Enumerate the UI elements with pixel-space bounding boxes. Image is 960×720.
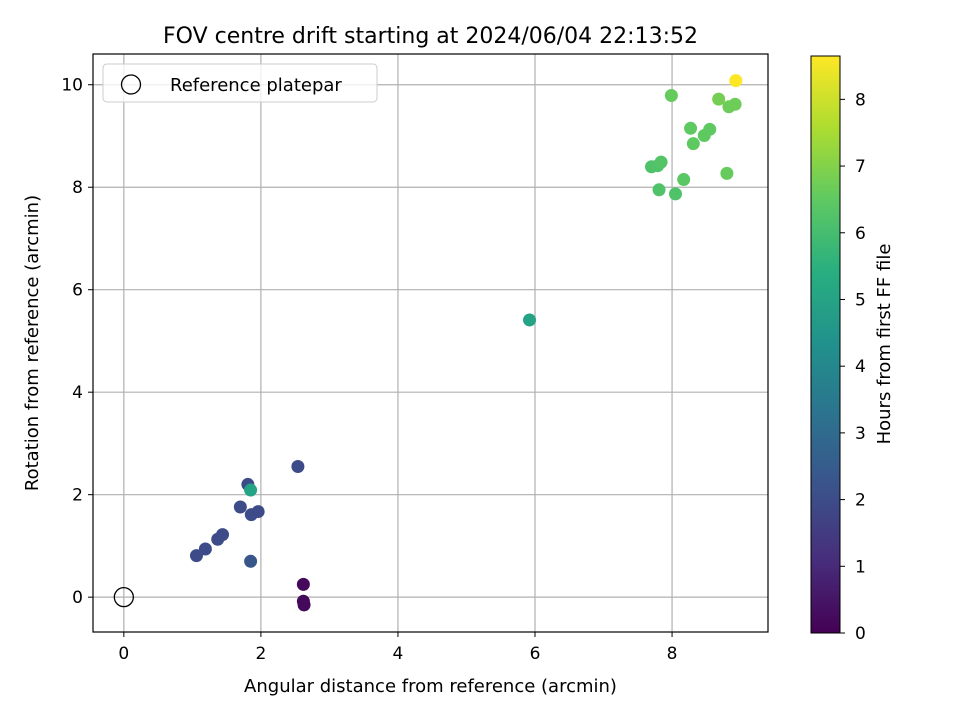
colorbar-tick-label: 8 [855,90,866,110]
legend-marker-reference [120,74,142,95]
data-point [652,183,666,197]
legend-box [102,63,378,103]
data-point [244,554,258,568]
data-point [291,459,305,473]
colorbar-tick-label: 0 [855,624,866,644]
x-tick-label: 0 [118,644,129,664]
y-tick-label: 2 [72,486,83,506]
colorbar-tick-label: 2 [855,491,866,511]
y-axis-label: Rotation from reference (arcmin) [22,195,43,491]
data-point [654,155,668,169]
data-point [686,137,700,151]
x-tick-label: 8 [667,644,678,664]
colorbar-tick-label: 1 [855,557,866,577]
y-tick-label: 8 [72,178,83,198]
data-point [703,122,717,136]
data-point [728,97,742,111]
data-point [729,74,743,88]
data-point [216,528,230,542]
data-point [296,577,310,591]
colorbar-label: Hours from first FF file [874,244,895,445]
colorbar-tick-label: 6 [855,224,866,244]
colorbar-tick-label: 5 [855,290,866,310]
data-point [684,121,698,135]
legend: Reference platepar [102,63,378,103]
x-axis-ticks: 0 2 4 6 8 [118,632,677,664]
y-tick-label: 0 [72,588,83,608]
data-point [198,542,212,556]
colorbar: 0 1 2 3 4 5 6 7 8 Hours from first FF file [810,55,895,644]
data-point [251,505,265,519]
data-point [189,549,203,563]
data-point [677,173,691,187]
data-points [113,74,743,612]
y-tick-label: 4 [72,383,83,403]
y-axis-ticks: 0 2 4 6 8 10 [61,76,93,608]
chart-title: FOV centre drift starting at 2024/06/04 … [163,24,698,49]
plot-frame [92,53,769,633]
x-tick-label: 2 [255,644,266,664]
data-point [244,483,258,497]
data-point [720,166,734,180]
colorbar-tick-label: 7 [855,157,866,177]
x-tick-label: 4 [393,644,404,664]
data-point [664,89,678,103]
data-point [297,598,311,612]
x-tick-label: 6 [530,644,541,664]
y-tick-label: 6 [72,281,83,301]
data-point [523,313,537,327]
data-point [712,92,726,106]
reference-point-marker [113,587,134,608]
colorbar-tick-label: 3 [855,424,866,444]
colorbar-gradient [810,55,841,634]
x-axis-label: Angular distance from reference (arcmin) [244,676,617,697]
legend-label-reference: Reference platepar [170,75,342,96]
y-tick-label: 10 [61,76,83,96]
colorbar-ticks: 0 1 2 3 4 5 6 7 8 [840,90,866,644]
data-point [668,187,682,201]
colorbar-tick-label: 4 [855,357,866,377]
data-point [233,500,247,514]
